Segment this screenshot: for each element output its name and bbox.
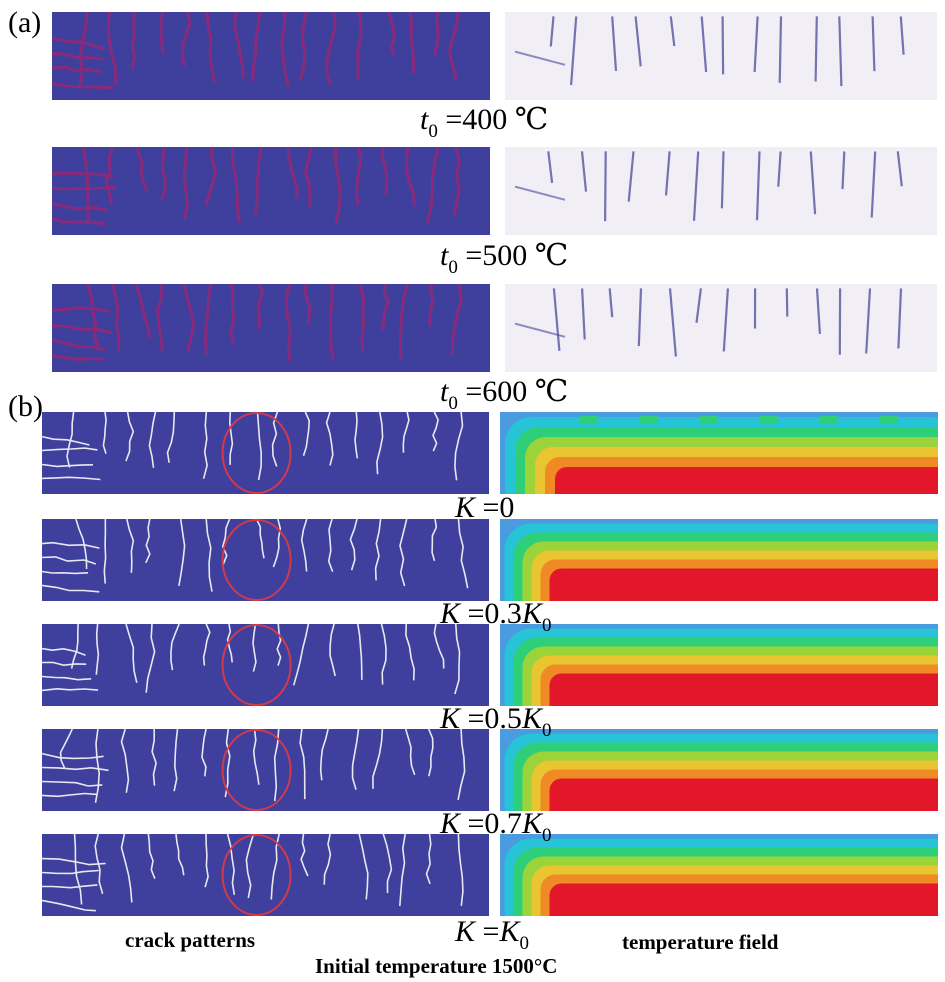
crack-photo-image bbox=[505, 284, 937, 372]
crack-photo-image bbox=[505, 12, 937, 100]
initial-temperature-label: Initial temperature 1500°C bbox=[315, 954, 558, 978]
crack-pattern-image bbox=[42, 519, 489, 601]
caption-k-0: K =0 bbox=[455, 491, 515, 524]
caption-t0-400: t0 =400 ℃ bbox=[420, 103, 549, 142]
temperature-field-image bbox=[500, 834, 938, 916]
crack-pattern-image bbox=[52, 147, 490, 235]
caption-k-0.5k0: K =0.5K0 bbox=[440, 702, 552, 741]
caption-k-0.3k0: K =0.3K0 bbox=[440, 597, 552, 636]
caption-t0-600: t0 =600 ℃ bbox=[440, 375, 569, 414]
caption-k-0.7k0: K =0.7K0 bbox=[440, 807, 552, 846]
caption-k-k0: K =K0 bbox=[455, 915, 529, 954]
crack-pattern-image bbox=[52, 284, 490, 372]
temperature-field-image bbox=[500, 729, 938, 811]
temperature-field-label: temperature field bbox=[622, 930, 779, 954]
temperature-field-image bbox=[500, 412, 938, 494]
crack-pattern-image bbox=[42, 624, 489, 706]
crack-pattern-image bbox=[42, 412, 489, 494]
crack-photo-image bbox=[505, 147, 937, 235]
panel-a-label: (a) bbox=[8, 6, 42, 39]
crack-patterns-label: crack patterns bbox=[125, 928, 256, 952]
panel-b-label: (b) bbox=[8, 390, 43, 423]
caption-t0-500: t0 =500 ℃ bbox=[440, 239, 569, 278]
crack-pattern-image bbox=[42, 834, 489, 916]
crack-pattern-image bbox=[52, 12, 490, 100]
crack-pattern-image bbox=[42, 729, 489, 811]
temperature-field-image bbox=[500, 519, 938, 601]
temperature-field-image bbox=[500, 624, 938, 706]
